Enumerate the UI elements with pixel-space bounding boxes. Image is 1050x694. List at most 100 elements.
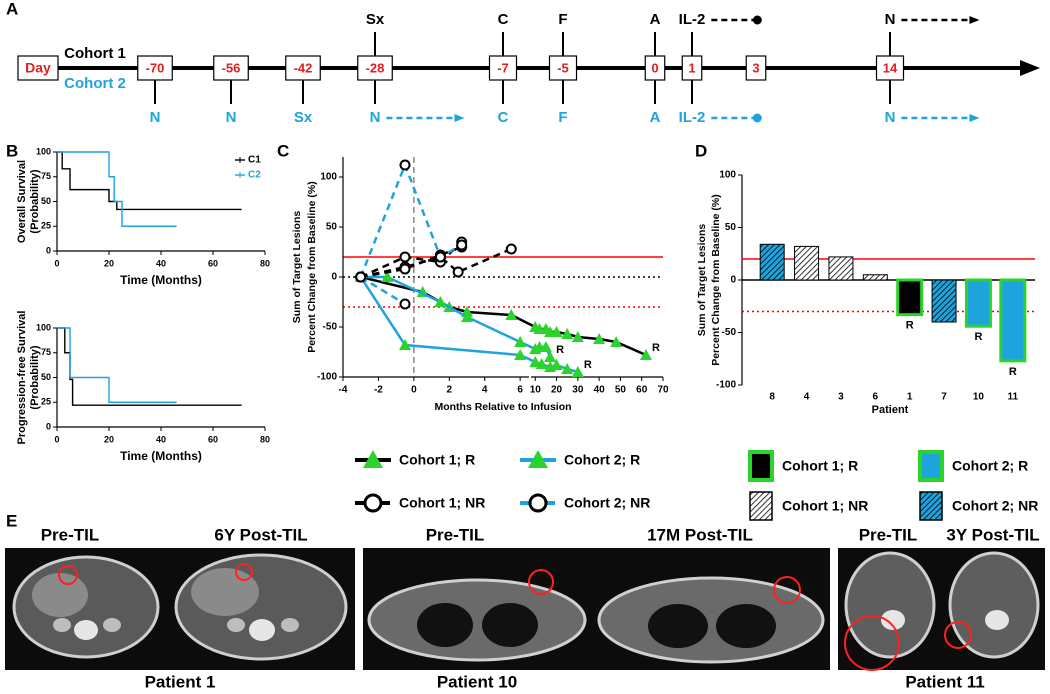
- x-tick-label: 4: [482, 385, 488, 396]
- ct-lung: [716, 604, 776, 648]
- circle-marker: [434, 251, 446, 263]
- day-number: -56: [222, 60, 241, 75]
- y-tick-label: -50: [323, 322, 338, 333]
- x-tick-label: 6: [873, 392, 879, 403]
- triangle-marker: [561, 363, 574, 374]
- ct-spine: [985, 610, 1009, 630]
- x-tick-label: 40: [594, 385, 606, 396]
- ct-organ: [191, 568, 259, 616]
- y-tick-label: 75: [41, 171, 51, 181]
- bar: [964, 278, 992, 328]
- event-label: N: [885, 11, 896, 28]
- event-tail-arrow: [969, 16, 980, 24]
- x-tick-label: 0: [411, 385, 417, 396]
- lesion-circle: [944, 621, 972, 649]
- event-label: IL-2: [679, 11, 706, 28]
- y-tick-label: 0: [46, 421, 51, 431]
- x-tick-label: 80: [260, 258, 270, 268]
- y-axis-label: Progression-free Survival: [16, 311, 28, 445]
- end-label: R: [584, 359, 592, 371]
- legend-swatch: [749, 491, 773, 521]
- end-label: R: [556, 344, 564, 356]
- ct-image: [592, 548, 830, 670]
- bar: [828, 256, 854, 281]
- circle-marker: [399, 159, 411, 171]
- circle-marker: [505, 243, 517, 255]
- day-number: 0: [651, 60, 658, 75]
- x-tick-label: 11: [1008, 392, 1019, 403]
- day-box: [285, 55, 321, 81]
- ct-image: [167, 548, 355, 670]
- day-number: -28: [366, 60, 385, 75]
- y-tick-label: 75: [41, 347, 51, 357]
- patient-label: Patient 10: [437, 672, 517, 691]
- day-number: -42: [294, 60, 313, 75]
- legend-marker: [363, 450, 383, 468]
- legend-label: Cohort 2; R: [564, 452, 640, 468]
- day-number: -5: [557, 60, 569, 75]
- legend-swatch: [748, 450, 774, 482]
- event-label: C: [498, 109, 509, 126]
- legend-label: Cohort 2; NR: [564, 495, 650, 511]
- y-tick-label: 50: [41, 372, 51, 382]
- y-axis-label: (Probability): [29, 169, 41, 234]
- y-tick-label: 0: [46, 245, 51, 255]
- event-tail-arrow: [969, 114, 980, 122]
- image-title: Pre-TIL: [859, 525, 918, 544]
- event-label: IL-2: [679, 109, 706, 126]
- triangle-marker: [514, 336, 527, 347]
- x-tick-label: 40: [156, 258, 166, 268]
- ct-kidney: [103, 618, 121, 632]
- survival-curve: [57, 327, 177, 403]
- day-box: [357, 55, 393, 81]
- day-box: [488, 55, 518, 81]
- ct-kidney: [281, 618, 299, 632]
- x-tick-label: 10: [973, 392, 985, 403]
- legend-label: C1: [248, 155, 261, 166]
- image-title: Pre-TIL: [41, 525, 100, 544]
- y-tick-label: 0: [331, 272, 337, 283]
- patient-line: [360, 245, 463, 279]
- circle-marker: [452, 266, 464, 278]
- triangle-marker: [610, 336, 623, 347]
- y-tick-label: 25: [41, 397, 51, 407]
- legend-label: Cohort 1; NR: [782, 498, 868, 514]
- ct-kidney: [227, 618, 245, 632]
- y-tick-label: 100: [36, 146, 51, 156]
- circle-marker: [456, 239, 468, 251]
- triangle-marker: [505, 309, 518, 320]
- patient-line: [360, 241, 463, 279]
- y-axis-label: Percent Change from Baseline (%): [306, 181, 318, 353]
- ct-image: [5, 548, 167, 670]
- ct-image: [942, 548, 1045, 670]
- image-title: 3Y Post-TIL: [946, 525, 1039, 544]
- triangle-marker: [399, 339, 411, 350]
- ct-body: [12, 555, 160, 659]
- circle-marker: [399, 251, 411, 263]
- ct-body: [844, 551, 936, 659]
- legend-label: Cohort 2; NR: [952, 498, 1038, 514]
- image-title: Pre-TIL: [426, 525, 485, 544]
- x-tick-label: 8: [769, 392, 775, 403]
- day-box: [17, 55, 59, 81]
- patient-label: Patient 1: [145, 672, 216, 691]
- day-box: [875, 55, 905, 81]
- triangle-marker: [639, 349, 652, 360]
- ct-image: [838, 548, 942, 671]
- circle-marker: [399, 263, 411, 275]
- ct-spine: [249, 619, 275, 641]
- y-tick-label: 100: [36, 322, 51, 332]
- x-tick-label: 60: [208, 434, 218, 444]
- day-box: [548, 55, 578, 81]
- y-tick-label: -100: [716, 380, 736, 391]
- legend-label: Cohort 2; R: [952, 458, 1028, 474]
- triangle-marker: [539, 341, 552, 352]
- timeline-arrowhead: [1020, 60, 1040, 76]
- cohort-label: Cohort 1: [64, 45, 126, 62]
- x-axis-label: Time (Months): [120, 273, 202, 287]
- event-label: N: [150, 109, 161, 126]
- day-number: -7: [497, 60, 509, 75]
- lesion-circle: [235, 563, 253, 581]
- event-label: N: [226, 109, 237, 126]
- day-box: [745, 55, 767, 81]
